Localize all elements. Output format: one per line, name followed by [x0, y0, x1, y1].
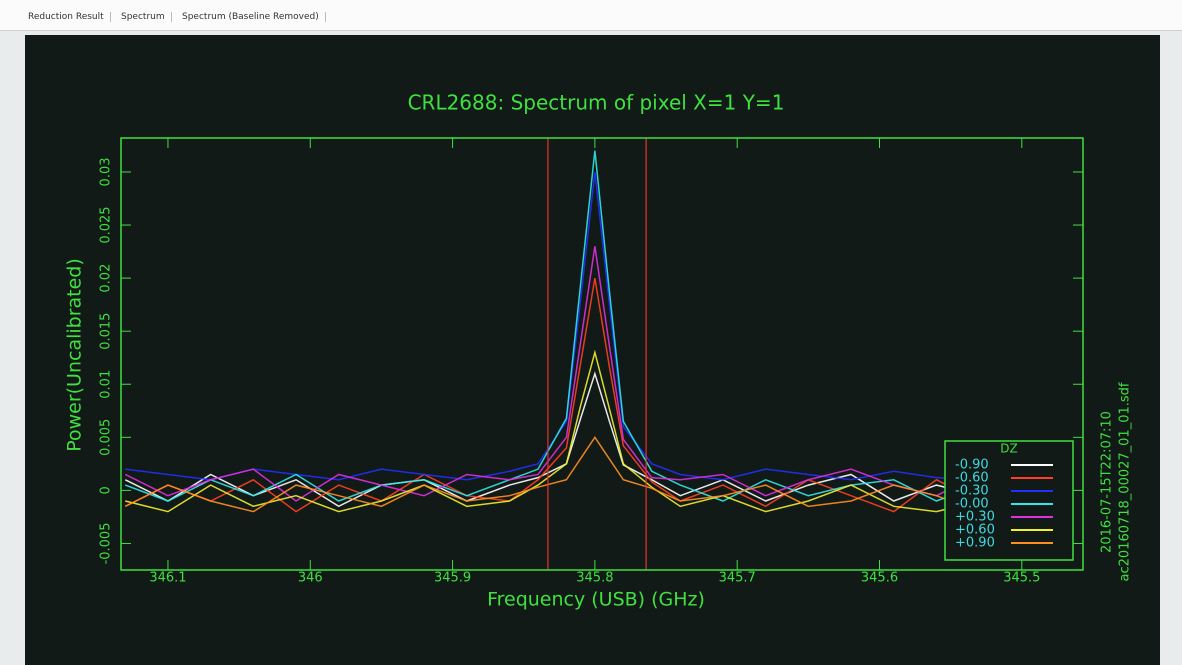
y-tick-label: 0.015 — [99, 313, 114, 350]
plot-frame — [120, 137, 1084, 571]
x-tick-label: 345.5 — [1003, 571, 1040, 586]
y-tick-label: -0.005 — [99, 523, 114, 565]
legend-label: -0.90 — [955, 458, 989, 473]
spectrum-line — [124, 246, 1065, 502]
y-tick-label: 0.02 — [99, 264, 114, 293]
x-tick-label: 345.6 — [861, 571, 898, 586]
spectrum-line — [125, 150, 1065, 502]
spectrum-line — [125, 349, 1065, 513]
tab[interactable]: Reduction Result — [22, 12, 111, 22]
x-tick-label: 345.7 — [719, 571, 756, 586]
tab-bar: Reduction Result Spectrum Spectrum (Base… — [0, 0, 1182, 31]
side-label: ac20160718_00027_01_01.sdf — [1118, 382, 1133, 581]
x-tick-label: 346 — [298, 571, 323, 586]
x-axis-label: Frequency (USB) (GHz) — [487, 589, 705, 611]
y-tick-label: 0 — [99, 486, 114, 494]
spectrum-line — [125, 171, 1065, 483]
x-tick-label: 345.8 — [576, 571, 613, 586]
tab[interactable]: Spectrum — [115, 12, 172, 22]
x-tick-label: 345.9 — [434, 571, 471, 586]
legend-label: +0.30 — [955, 510, 995, 525]
tab[interactable]: Spectrum (Baseline Removed) — [176, 12, 326, 22]
x-tick-label: 346.1 — [149, 571, 186, 586]
chart-title: CRL2688: Spectrum of pixel X=1 Y=1 — [408, 91, 785, 115]
spectrum-line — [124, 435, 1065, 513]
y-axis-label: Power(Uncalibrated) — [64, 258, 86, 452]
legend-label: -0.00 — [955, 497, 989, 512]
side-label: 2016-07-15T22:07:10 — [1100, 411, 1115, 553]
y-tick-label: 0.03 — [99, 157, 114, 186]
legend-box — [944, 440, 1074, 561]
legend-label: -0.60 — [955, 471, 989, 486]
y-tick-label: 0.025 — [99, 206, 114, 243]
y-tick-label: 0.005 — [99, 419, 114, 456]
y-tick-label: 0.01 — [99, 370, 114, 399]
legend-title: DZ — [1000, 442, 1017, 456]
legend-label: +0.90 — [955, 536, 995, 551]
legend-label: +0.60 — [955, 523, 995, 538]
spectrum-line — [124, 277, 1065, 513]
legend-label: -0.30 — [955, 484, 989, 499]
